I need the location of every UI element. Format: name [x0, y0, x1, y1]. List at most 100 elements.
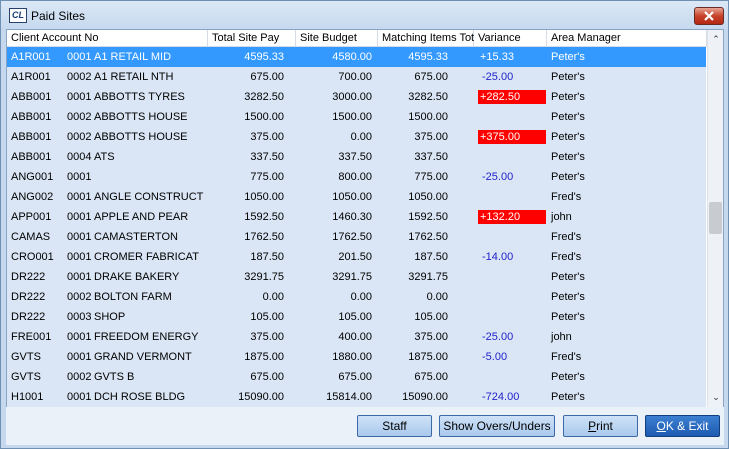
site-budget: 4580.00	[332, 51, 372, 63]
button[interactable]: Show Overs/Unders	[439, 415, 555, 437]
cell: +282.50	[478, 87, 546, 107]
site-name: ABBOTTS TYRES	[94, 91, 185, 103]
site-no: 0001	[67, 251, 92, 263]
site-name: SHOP	[94, 311, 126, 323]
total-site-pay: 675.00	[250, 371, 284, 383]
column-header[interactable]: Matching Items Total	[378, 30, 483, 47]
area-manager: Peter's	[551, 291, 585, 303]
table-row[interactable]: A1R001 0001 A1 RETAIL MID 4595.33 4580.00 459…	[7, 47, 706, 67]
site-no: 0002	[67, 291, 92, 303]
matching-items-total: 775.00	[414, 171, 448, 183]
matching-items-total: 1500.00	[408, 111, 448, 123]
site-budget: 400.00	[338, 331, 372, 343]
table-row[interactable]: ABB001 0004 ATS 337.50 337.50 337.50 Peter's	[7, 147, 706, 167]
site-no: 0002	[67, 131, 92, 143]
matching-items-total: 337.50	[414, 151, 448, 163]
variance-under: -25.00	[482, 71, 514, 83]
site-no: 0001	[67, 391, 92, 403]
site-budget: 1500.00	[332, 111, 372, 123]
site-name: GVTS B	[94, 371, 135, 383]
table-row[interactable]: A1R001 0002 A1 RETAIL NTH 675.00 700.00 675.0…	[7, 67, 706, 87]
table-row[interactable]: CAMAS 0001 CAMASTERTON 1762.50 1762.50 1762.5…	[7, 227, 706, 247]
table-row[interactable]: ABB001 0002 ABBOTTS HOUSE 1500.00 1500.00 150…	[7, 107, 706, 127]
table-row[interactable]: APP001 0001 APPLE AND PEAR 1592.50 1460.30 15…	[7, 207, 706, 227]
area-manager: john	[551, 211, 572, 223]
table-row[interactable]: H1001 0001 DCH ROSE BLDG 15090.00 15814.00 15…	[7, 387, 706, 407]
column-header[interactable]: Site Budget	[296, 30, 378, 47]
table-row[interactable]: ANG001 0001 775.00 800.00 775.00 -25.00 Peter'…	[7, 167, 706, 187]
area-manager: Peter's	[551, 51, 585, 63]
total-site-pay: 1875.00	[244, 351, 284, 363]
total-site-pay: 187.50	[250, 251, 284, 263]
data-grid: ⌃ ⌄ Client Account No Total Site Pay Site …	[6, 29, 724, 408]
variance-under: -25.00	[482, 331, 514, 343]
variance-over: +132.20	[478, 210, 546, 224]
site-budget: 3291.75	[332, 271, 372, 283]
total-site-pay: 3291.75	[244, 271, 284, 283]
matching-items-total: 4595.33	[408, 51, 448, 63]
button[interactable]: Staff	[357, 415, 432, 437]
table-row[interactable]: ABB001 0002 ABBOTTS HOUSE 375.00 0.00 375.00 +…	[7, 127, 706, 147]
variance-under: -5.00	[482, 351, 508, 363]
matching-items-total: 1592.50	[408, 211, 448, 223]
site-name: FREEDOM ENERGY	[94, 331, 199, 343]
variance-over: +282.50	[478, 90, 546, 104]
matching-items-total: 187.50	[414, 251, 448, 263]
site-no: 0001	[67, 351, 92, 363]
site-budget: 1050.00	[332, 191, 372, 203]
table-row[interactable]: DR222 0001 DRAKE BAKERY 3291.75 3291.75 3291.…	[7, 267, 706, 287]
account: DR222	[11, 291, 46, 303]
account: GVTS	[11, 371, 41, 383]
account: ABB001	[11, 131, 52, 143]
cell: -5.00	[478, 347, 546, 367]
total-site-pay: 3282.50	[244, 91, 284, 103]
site-no: 0002	[67, 111, 92, 123]
total-site-pay: 15090.00	[238, 391, 284, 403]
column-header[interactable]: Variance	[474, 30, 547, 47]
close-button[interactable]	[694, 7, 724, 25]
total-site-pay: 1050.00	[244, 191, 284, 203]
cell: +15.33	[478, 47, 546, 67]
table-row[interactable]: DR222 0002 BOLTON FARM 0.00 0.00 0.00 Peter's	[7, 287, 706, 307]
scroll-thumb[interactable]	[709, 202, 722, 234]
account: DR222	[11, 311, 46, 323]
column-header[interactable]: Area Manager	[547, 30, 707, 47]
table-row[interactable]: ABB001 0001 ABBOTTS TYRES 3282.50 3000.00 328…	[7, 87, 706, 107]
table-row[interactable]: FRE001 0001 FREEDOM ENERGY 375.00 400.00 375.…	[7, 327, 706, 347]
scroll-down[interactable]: ⌄	[712, 392, 720, 402]
table-row[interactable]: CRO001 0001 CROMER FABRICAT 187.50 201.50 187…	[7, 247, 706, 267]
matching-items-total: 1762.50	[408, 231, 448, 243]
table-row[interactable]: ANG002 0001 ANGLE CONSTRUCT 1050.00 1050.00 1…	[7, 187, 706, 207]
site-name: ATS	[94, 151, 115, 163]
column-header[interactable]: Client Account No	[7, 30, 208, 47]
button[interactable]: Print	[563, 415, 638, 437]
site-budget: 800.00	[338, 171, 372, 183]
button[interactable]: OK & Exit	[645, 415, 720, 437]
site-budget: 0.00	[350, 291, 372, 303]
variance-under: -14.00	[482, 251, 514, 263]
table-row[interactable]: GVTS 0002 GVTS B 675.00 675.00 675.00 Peter's	[7, 367, 706, 387]
variance-under: -25.00	[482, 171, 514, 183]
account: A1R001	[11, 71, 51, 83]
matching-items-total: 675.00	[414, 71, 448, 83]
app-icon: CL	[9, 8, 27, 23]
total-site-pay: 375.00	[250, 131, 284, 143]
cell: +132.20	[478, 207, 546, 227]
matching-items-total: 375.00	[414, 131, 448, 143]
site-name: ABBOTTS HOUSE	[94, 111, 188, 123]
site-budget: 15814.00	[326, 391, 372, 403]
site-name: ABBOTTS HOUSE	[94, 131, 188, 143]
area-manager: Peter's	[551, 391, 585, 403]
total-site-pay: 1592.50	[244, 211, 284, 223]
table-row[interactable]: DR222 0003 SHOP 105.00 105.00 105.00 Peter's	[7, 307, 706, 327]
table-row[interactable]: GVTS 0001 GRAND VERMONT 1875.00 1880.00 1875.…	[7, 347, 706, 367]
scroll-up[interactable]: ⌃	[712, 34, 720, 44]
site-no: 0001	[67, 51, 92, 63]
site-no: 0002	[67, 371, 92, 383]
account: APP001	[11, 211, 52, 223]
column-header[interactable]: Total Site Pay	[208, 30, 296, 47]
account: ABB001	[11, 91, 52, 103]
site-no: 0001	[67, 171, 92, 183]
vertical-scrollbar[interactable]: ⌃ ⌄	[707, 30, 723, 407]
